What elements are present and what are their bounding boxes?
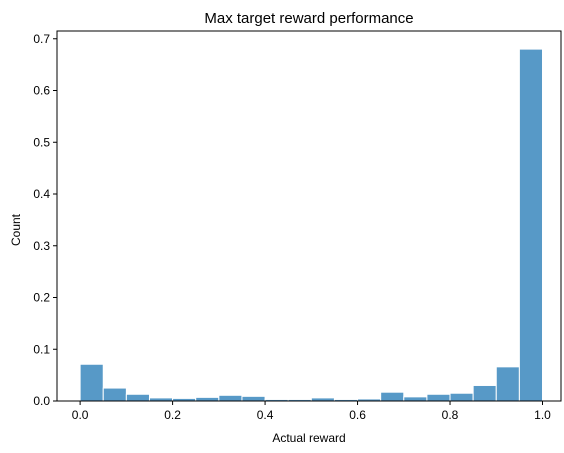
- y-tick-label: 0.7: [33, 32, 50, 46]
- histogram-bar: [449, 392, 474, 402]
- histogram-bar: [195, 396, 220, 402]
- histogram-bar: [102, 387, 127, 402]
- x-tick-label: 0.6: [349, 408, 366, 422]
- x-tick-label: 0.0: [72, 408, 89, 422]
- histogram-bar: [403, 396, 428, 402]
- y-tick-label: 0.4: [33, 187, 50, 201]
- x-tick-label: 0.4: [257, 408, 274, 422]
- x-tick-label: 1.0: [534, 408, 551, 422]
- x-tick-label: 0.2: [164, 408, 181, 422]
- histogram-bar: [241, 395, 266, 402]
- x-axis-label: Actual reward: [272, 431, 345, 445]
- x-tick-label: 0.8: [442, 408, 459, 422]
- chart-title: Max target reward performance: [204, 10, 413, 27]
- y-axis-ticks: 0.0 0.1 0.2 0.3 0.4 0.5 0.6 0.7: [33, 32, 57, 408]
- histogram-bar: [380, 391, 405, 402]
- histogram-bar: [426, 393, 451, 402]
- y-tick-label: 0.0: [33, 394, 50, 408]
- histogram-bar: [518, 48, 544, 402]
- y-tick-label: 0.1: [33, 342, 50, 356]
- y-tick-label: 0.5: [33, 135, 50, 149]
- histogram-bar: [218, 394, 243, 402]
- y-tick-label: 0.6: [33, 84, 50, 98]
- bars-group: [79, 48, 544, 402]
- y-axis-label: Count: [9, 213, 23, 246]
- histogram-bar: [495, 366, 520, 402]
- y-tick-label: 0.3: [33, 239, 50, 253]
- histogram-bar: [79, 363, 104, 402]
- y-tick-label: 0.2: [33, 291, 50, 305]
- histogram-bar: [472, 384, 497, 402]
- plot-frame: [56, 30, 562, 402]
- histogram-bar: [125, 393, 150, 402]
- x-axis-ticks: 0.0 0.2 0.4 0.6 0.8 1.0: [72, 401, 551, 422]
